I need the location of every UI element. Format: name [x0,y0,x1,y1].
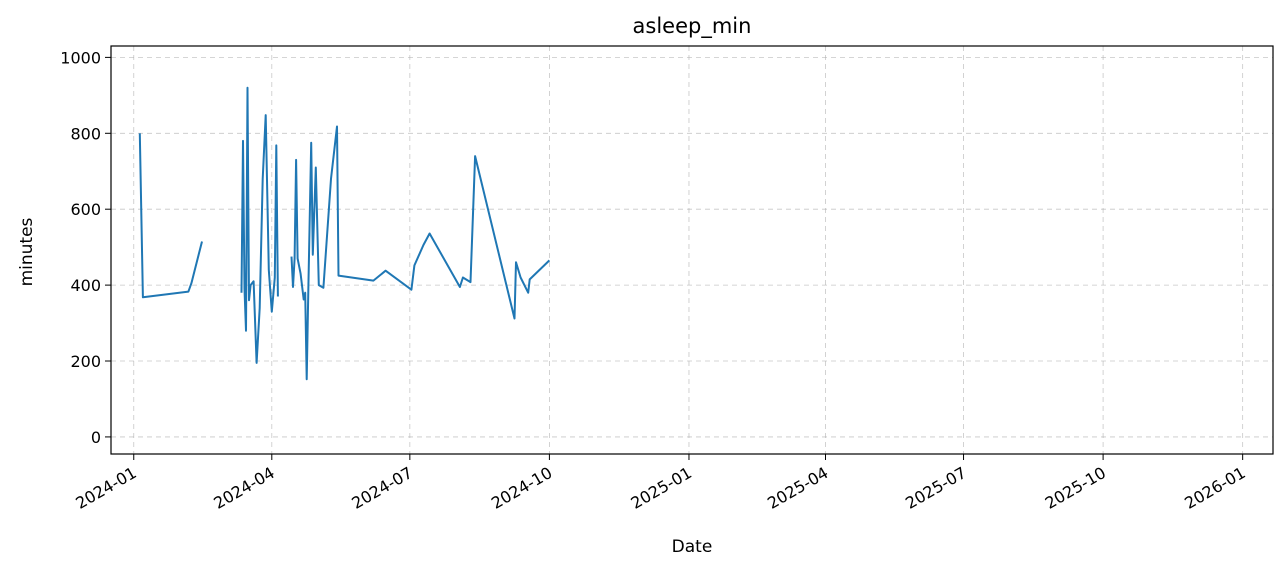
x-tick-label: 2024-01 [72,463,139,513]
x-tick-label: 2025-01 [628,463,695,513]
series-line-segment [290,125,551,381]
chart-title: asleep_min [633,14,752,39]
x-tick-label: 2025-10 [1042,463,1109,513]
series-line-segment [138,133,203,299]
grid [111,46,1273,454]
y-tick-label: 200 [70,352,101,371]
x-tick-label: 2024-04 [210,463,277,513]
plot-frame [110,45,1274,455]
series-line-segment [240,86,279,364]
x-axis: 2024-01 2024-04 2024-07 2024-10 2025-01 2025-… [72,454,1249,513]
y-tick-label: 1000 [60,48,101,67]
x-tick-label: 2024-07 [348,463,415,513]
x-tick-label: 2026-01 [1181,463,1248,513]
y-axis-label: minutes [17,217,37,286]
x-axis-label: Date [672,537,713,557]
x-tick-label: 2024-10 [488,463,555,513]
y-axis: 0 200 400 600 800 1000 [60,48,111,447]
y-tick-label: 0 [91,428,101,447]
x-tick-label: 2025-04 [764,463,831,513]
y-tick-label: 800 [70,124,101,143]
y-tick-label: 600 [70,200,101,219]
y-tick-label: 400 [70,276,101,295]
x-tick-label: 2025-07 [902,463,969,513]
plot-area [138,86,551,381]
